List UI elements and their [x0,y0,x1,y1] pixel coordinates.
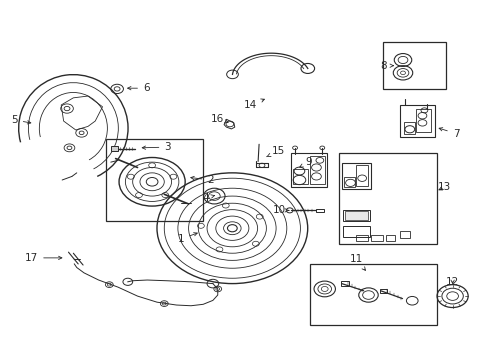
Bar [344,211,367,220]
Bar [292,169,307,184]
Text: 1: 1 [178,233,197,244]
Bar [316,208,324,212]
Text: 9: 9 [299,157,312,167]
Bar [382,42,446,89]
Bar [343,226,369,237]
Bar [343,210,369,221]
Text: 5: 5 [11,115,31,125]
Text: 14: 14 [243,99,264,110]
Text: 16: 16 [211,113,227,123]
Bar [399,231,409,238]
Text: 11: 11 [349,254,365,270]
Text: 2: 2 [190,175,213,185]
Text: 15: 15 [266,147,285,157]
Bar [290,153,326,187]
Bar [356,235,368,241]
Bar [399,105,434,137]
Bar [344,177,354,187]
Text: 6: 6 [127,83,149,93]
Bar [415,109,430,132]
Text: 3: 3 [142,142,171,152]
Text: 17: 17 [25,253,62,263]
Bar [370,235,382,241]
Bar [111,147,118,151]
Text: 10: 10 [272,205,288,215]
Text: 8: 8 [380,61,392,71]
Bar [385,235,394,241]
Text: 4: 4 [202,193,214,203]
Bar [341,163,370,189]
Text: 13: 13 [437,182,450,192]
Bar [356,165,368,186]
Bar [379,289,386,293]
Text: 7: 7 [438,128,458,139]
Text: 12: 12 [445,277,458,287]
Bar [403,122,414,134]
Bar [340,282,348,286]
Bar [339,153,436,244]
Bar [309,264,436,325]
Bar [309,156,324,184]
Bar [106,139,203,221]
